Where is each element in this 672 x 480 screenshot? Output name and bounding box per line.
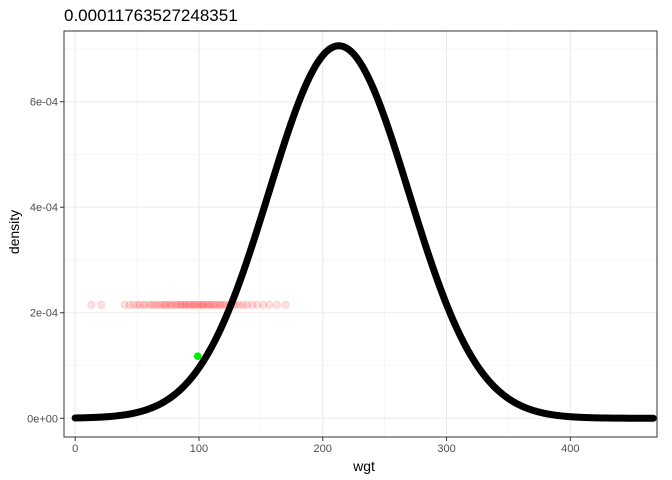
x-tick-label: 400	[561, 443, 579, 455]
panel-border	[63, 30, 658, 438]
observation-point	[177, 300, 186, 309]
observation-point	[172, 300, 181, 309]
observation-point	[125, 300, 134, 309]
x-tick-label: 0	[72, 443, 78, 455]
observation-point	[209, 300, 218, 309]
x-tick-label: 300	[437, 443, 455, 455]
observation-point	[281, 300, 290, 309]
observation-points	[87, 300, 290, 309]
observation-point	[195, 300, 203, 309]
observation-point	[141, 300, 150, 309]
observation-point	[120, 300, 129, 309]
observation-point	[235, 300, 244, 309]
observation-point	[150, 300, 159, 309]
observation-point	[198, 300, 207, 309]
observation-point	[203, 300, 212, 309]
observation-point	[273, 300, 281, 309]
y-axis-title: density	[6, 210, 22, 254]
observation-point	[160, 300, 169, 309]
observation-point	[173, 300, 182, 309]
x-axis-title: wgt	[352, 458, 375, 474]
observation-point	[145, 300, 154, 309]
observation-point	[161, 300, 170, 309]
observation-point	[253, 300, 262, 309]
x-tick-label: 100	[190, 443, 208, 455]
observation-point	[211, 300, 219, 309]
observation-point	[182, 300, 191, 309]
observation-point	[176, 300, 185, 309]
observation-point	[265, 300, 274, 309]
observation-point	[206, 300, 214, 309]
observation-point	[181, 300, 190, 309]
observation-point	[199, 300, 208, 309]
observation-point	[202, 300, 211, 309]
observation-point	[186, 300, 195, 309]
observation-point	[217, 300, 226, 309]
observation-point	[185, 300, 193, 309]
observation-point	[243, 300, 252, 309]
observation-point	[147, 300, 156, 309]
observation-point	[239, 300, 248, 309]
observation-point	[197, 300, 206, 309]
observation-point	[152, 300, 161, 309]
observation-point	[133, 300, 141, 309]
x-axis-ticks: 0 100 200 300 400	[72, 437, 580, 455]
observation-point	[167, 300, 176, 309]
observation-point	[166, 300, 175, 309]
observation-point	[164, 300, 172, 309]
minor-gridlines	[64, 31, 657, 437]
y-tick-label: 6e-04	[30, 97, 58, 109]
y-tick-label: 0e+00	[27, 413, 58, 425]
y-tick-label: 2e-04	[30, 308, 58, 320]
observation-point	[129, 300, 138, 309]
observation-point	[191, 300, 200, 309]
highlight-point	[193, 352, 202, 361]
observation-point	[188, 300, 197, 309]
observation-point	[139, 300, 148, 309]
highlight-point-group	[193, 352, 202, 361]
observation-point	[216, 300, 224, 309]
x-tick-label: 200	[314, 443, 332, 455]
y-tick-label: 4e-04	[30, 202, 58, 214]
observation-point	[248, 300, 257, 309]
density-curve	[71, 42, 657, 422]
observation-point	[259, 300, 268, 309]
observation-point	[180, 300, 188, 309]
density-curve-line	[71, 42, 657, 422]
observation-point	[193, 300, 202, 309]
observation-point	[157, 300, 166, 309]
observation-point	[213, 300, 222, 309]
observation-point	[97, 300, 106, 309]
observation-point	[135, 300, 144, 309]
plot-title: 0.00011763527248351	[64, 6, 238, 25]
observation-point	[207, 300, 216, 309]
observation-point	[190, 300, 198, 309]
observation-point	[155, 300, 164, 309]
y-axis-ticks: 0e+00 2e-04 4e-04 6e-04	[27, 97, 64, 425]
observation-point	[170, 300, 179, 309]
observation-point	[87, 300, 96, 309]
